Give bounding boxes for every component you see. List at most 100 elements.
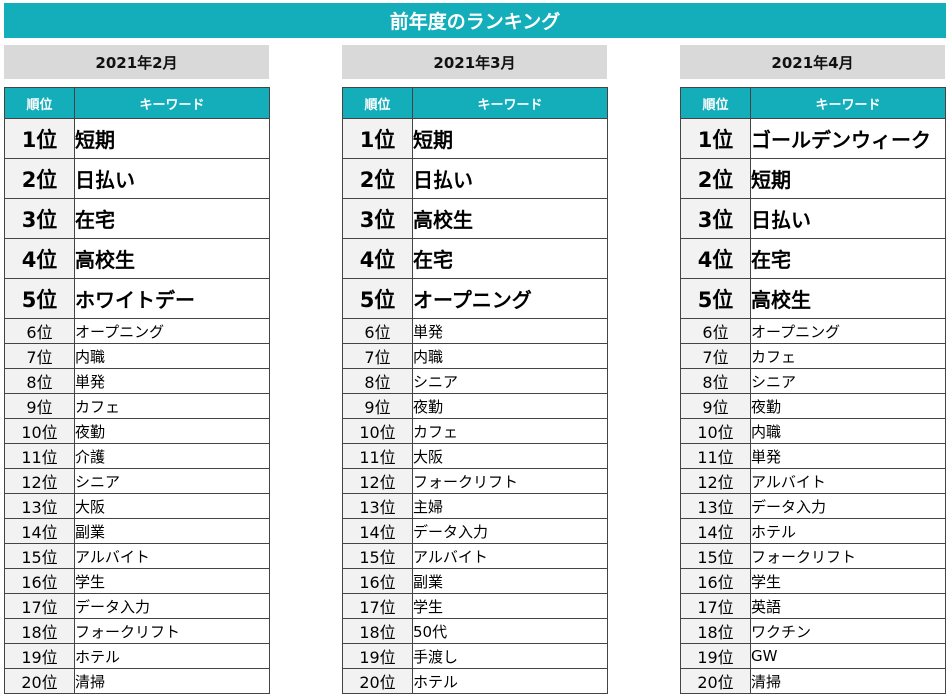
rank-cell: 8位 bbox=[342, 368, 413, 394]
keyword-cell: 日払い bbox=[750, 198, 946, 239]
table-row: 7位 内職 bbox=[4, 343, 270, 369]
table-row: 18位 フォークリフト bbox=[4, 618, 270, 644]
keyword-cell: ホテル bbox=[750, 518, 946, 544]
rank-cell: 16位 bbox=[4, 568, 75, 594]
rank-cell: 14位 bbox=[4, 518, 75, 544]
keyword-column-header: キーワード bbox=[412, 87, 608, 119]
table-row: 3位 在宅 bbox=[4, 198, 270, 239]
keyword-cell: データ入力 bbox=[750, 493, 946, 519]
rank-cell: 5位 bbox=[342, 278, 413, 319]
month-label: 2021年4月 bbox=[680, 45, 945, 79]
table-row: 6位 単発 bbox=[342, 318, 608, 344]
keyword-cell: 短期 bbox=[74, 118, 270, 159]
month-label: 2021年3月 bbox=[342, 45, 607, 79]
keyword-cell: 在宅 bbox=[750, 238, 946, 279]
keyword-cell: ホテル bbox=[412, 668, 608, 694]
rank-column-header: 順位 bbox=[342, 87, 413, 119]
table-row: 11位 単発 bbox=[680, 443, 946, 469]
keyword-cell: 高校生 bbox=[750, 278, 946, 319]
keyword-cell: フォークリフト bbox=[74, 618, 270, 644]
keyword-column-header: キーワード bbox=[74, 87, 270, 119]
rank-cell: 16位 bbox=[342, 568, 413, 594]
rank-cell: 13位 bbox=[4, 493, 75, 519]
rank-cell: 15位 bbox=[680, 543, 751, 569]
table-row: 6位 オープニング bbox=[680, 318, 946, 344]
keyword-cell: オープニング bbox=[74, 318, 270, 344]
keyword-cell: データ入力 bbox=[74, 593, 270, 619]
keyword-cell: カフェ bbox=[750, 343, 946, 369]
keyword-cell: 単発 bbox=[412, 318, 608, 344]
rank-cell: 15位 bbox=[4, 543, 75, 569]
keyword-cell: 在宅 bbox=[74, 198, 270, 239]
rank-cell: 19位 bbox=[680, 643, 751, 669]
keyword-cell: アルバイト bbox=[750, 468, 946, 494]
table-row: 9位 夜勤 bbox=[342, 393, 608, 419]
table-row: 4位 在宅 bbox=[342, 238, 608, 279]
rank-cell: 17位 bbox=[4, 593, 75, 619]
rank-cell: 10位 bbox=[4, 418, 75, 444]
rank-cell: 2位 bbox=[4, 158, 75, 199]
rank-cell: 19位 bbox=[4, 643, 75, 669]
rank-column-header: 順位 bbox=[4, 87, 75, 119]
table-row: 5位 高校生 bbox=[680, 278, 946, 319]
keyword-cell: オープニング bbox=[750, 318, 946, 344]
table-row: 9位 カフェ bbox=[4, 393, 270, 419]
rank-cell: 18位 bbox=[680, 618, 751, 644]
table-row: 1位 短期 bbox=[342, 118, 608, 159]
table-row: 19位 手渡し bbox=[342, 643, 608, 669]
table-row: 10位 夜勤 bbox=[4, 418, 270, 444]
keyword-cell: ホテル bbox=[74, 643, 270, 669]
keyword-cell: GW bbox=[750, 643, 946, 669]
table-row: 1位 短期 bbox=[4, 118, 270, 159]
keyword-cell: 50代 bbox=[412, 618, 608, 644]
rank-column-header: 順位 bbox=[680, 87, 751, 119]
keyword-cell: シニア bbox=[750, 368, 946, 394]
table-row: 15位 フォークリフト bbox=[680, 543, 946, 569]
rank-cell: 5位 bbox=[4, 278, 75, 319]
table-row: 11位 介護 bbox=[4, 443, 270, 469]
rank-cell: 4位 bbox=[342, 238, 413, 279]
table-row: 10位 内職 bbox=[680, 418, 946, 444]
table-row: 8位 単発 bbox=[4, 368, 270, 394]
keyword-cell: 単発 bbox=[750, 443, 946, 469]
rank-cell: 13位 bbox=[342, 493, 413, 519]
keyword-cell: 英語 bbox=[750, 593, 946, 619]
rank-cell: 3位 bbox=[342, 198, 413, 239]
rank-cell: 20位 bbox=[342, 668, 413, 694]
table-row: 2位 日払い bbox=[4, 158, 270, 199]
rank-cell: 2位 bbox=[680, 158, 751, 199]
rank-cell: 4位 bbox=[680, 238, 751, 279]
rank-cell: 11位 bbox=[342, 443, 413, 469]
table-row: 4位 高校生 bbox=[4, 238, 270, 279]
table-row: 20位 清掃 bbox=[680, 668, 946, 694]
rank-cell: 8位 bbox=[4, 368, 75, 394]
table-row: 19位 GW bbox=[680, 643, 946, 669]
rank-cell: 5位 bbox=[680, 278, 751, 319]
table-row: 14位 データ入力 bbox=[342, 518, 608, 544]
keyword-cell: オープニング bbox=[412, 278, 608, 319]
table-row: 8位 シニア bbox=[680, 368, 946, 394]
keyword-cell: 副業 bbox=[412, 568, 608, 594]
table-row: 16位 学生 bbox=[4, 568, 270, 594]
ranking-column-feb: 2021年2月 順位 キーワード 1位 短期 2位 日払い 3位 在宅 4位 高校生 5位 ホワイ… bbox=[4, 45, 270, 694]
rank-cell: 20位 bbox=[4, 668, 75, 694]
table-row: 5位 オープニング bbox=[342, 278, 608, 319]
keyword-cell: アルバイト bbox=[412, 543, 608, 569]
table-row: 17位 データ入力 bbox=[4, 593, 270, 619]
rank-cell: 3位 bbox=[680, 198, 751, 239]
table-row: 13位 データ入力 bbox=[680, 493, 946, 519]
keyword-cell: 清掃 bbox=[750, 668, 946, 694]
rank-cell: 13位 bbox=[680, 493, 751, 519]
table-row: 16位 学生 bbox=[680, 568, 946, 594]
rank-cell: 18位 bbox=[342, 618, 413, 644]
table-row: 2位 日払い bbox=[342, 158, 608, 199]
keyword-cell: 学生 bbox=[74, 568, 270, 594]
table-row: 14位 ホテル bbox=[680, 518, 946, 544]
keyword-cell: ワクチン bbox=[750, 618, 946, 644]
table-row: 3位 日払い bbox=[680, 198, 946, 239]
keyword-cell: 高校生 bbox=[412, 198, 608, 239]
table-row: 20位 ホテル bbox=[342, 668, 608, 694]
table-row: 19位 ホテル bbox=[4, 643, 270, 669]
table-row: 11位 大阪 bbox=[342, 443, 608, 469]
rank-cell: 8位 bbox=[680, 368, 751, 394]
